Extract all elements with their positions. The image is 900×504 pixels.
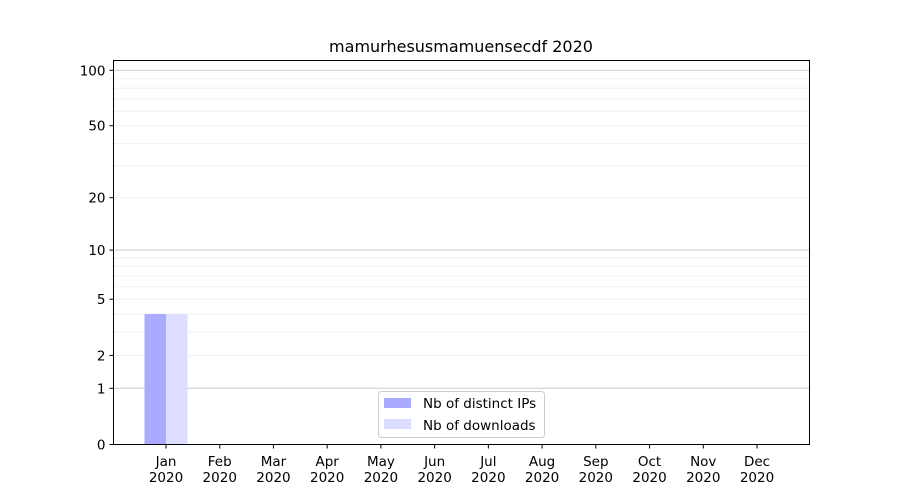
legend-label-downloads: Nb of downloads (423, 418, 536, 434)
x-tick-label-month: Oct (638, 454, 661, 470)
x-tick-label-month: Jan (155, 454, 177, 470)
x-tick-label-year: 2020 (364, 470, 398, 486)
x-tick-label-month: Apr (316, 454, 340, 470)
legend-swatch-ips (384, 398, 411, 408)
x-tick-label-year: 2020 (310, 470, 344, 486)
y-tick-label: 5 (97, 292, 106, 308)
x-tick-label-month: Aug (529, 454, 555, 470)
bars (144, 314, 188, 445)
x-tick-label-year: 2020 (579, 470, 613, 486)
x-tick-label-month: Jul (479, 454, 496, 470)
legend-swatch-downloads (384, 419, 411, 429)
x-tick-label-year: 2020 (149, 470, 183, 486)
x-tick-label-year: 2020 (203, 470, 237, 486)
legend-box (378, 391, 545, 438)
x-tick-label-year: 2020 (525, 470, 559, 486)
x-tick-label-year: 2020 (471, 470, 505, 486)
x-tick-label-year: 2020 (632, 470, 666, 486)
x-tick-label-month: Jun (423, 454, 445, 470)
legend: Nb of distinct IPs Nb of downloads (378, 391, 545, 438)
chart-title: mamurhesusmamuensecdf 2020 (329, 37, 593, 56)
y-tick-label: 1 (97, 381, 106, 397)
x-tick-label-month: Mar (261, 454, 287, 470)
y-tick-label: 20 (88, 191, 105, 207)
x-tick-label-year: 2020 (686, 470, 720, 486)
y-tick-label: 0 (97, 438, 106, 454)
plot-frame (113, 60, 810, 445)
y-tick-label: 100 (80, 63, 106, 79)
bar-distinct-ips (144, 314, 166, 445)
x-tick-label-month: Sep (583, 454, 608, 470)
y-tick-label: 2 (97, 348, 106, 364)
x-tick-label-month: Feb (208, 454, 232, 470)
x-tick-label-month: Nov (690, 454, 716, 470)
x-tick-label-month: Dec (744, 454, 770, 470)
y-tick-label: 50 (88, 119, 105, 135)
grid (113, 69, 810, 389)
legend-label-ips: Nb of distinct IPs (423, 396, 536, 412)
x-tick-label-year: 2020 (417, 470, 451, 486)
y-axis: 0 1 2 5 10 20 50 100 (80, 63, 114, 454)
y-tick-label: 10 (88, 243, 105, 259)
x-tick-label-year: 2020 (740, 470, 774, 486)
x-axis: Jan2020Feb2020Mar2020Apr2020May2020Jun20… (149, 444, 774, 486)
bar-downloads (166, 314, 188, 445)
x-tick-label-year: 2020 (256, 470, 290, 486)
x-tick-label-month: May (367, 454, 395, 470)
